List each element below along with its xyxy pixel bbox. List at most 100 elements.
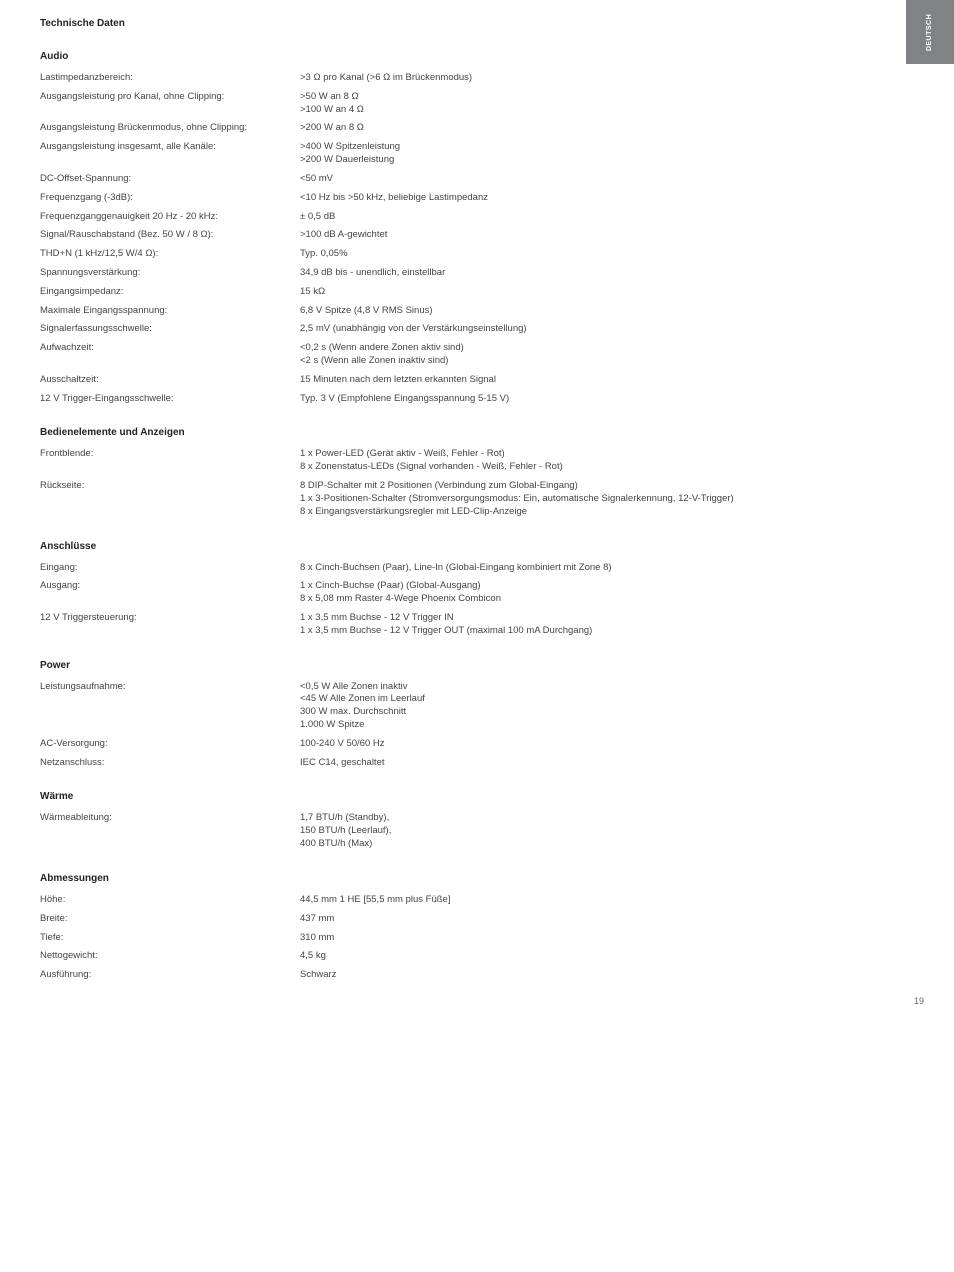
spec-label: Aufwachzeit:: [40, 342, 300, 355]
spec-value-line: 8 x Cinch-Buchsen (Paar), Line-In (Globa…: [300, 562, 914, 575]
spec-row: Signalerfassungsschwelle:2,5 mV (unabhän…: [40, 323, 914, 336]
page-number: 19: [914, 996, 924, 1006]
spec-row: Höhe:44,5 mm 1 HE [55,5 mm plus Füße]: [40, 894, 914, 907]
spec-value-line: 150 BTU/h (Leerlauf),: [300, 825, 914, 838]
spec-value: >50 W an 8 Ω>100 W an 4 Ω: [300, 91, 914, 117]
spec-row: Lastimpedanzbereich:>3 Ω pro Kanal (>6 Ω…: [40, 72, 914, 85]
spec-value: <10 Hz bis >50 kHz, beliebige Lastimpeda…: [300, 192, 914, 205]
spec-value: 1 x Power-LED (Gerät aktiv - Weiß, Fehle…: [300, 448, 914, 474]
spec-row: Ausführung:Schwarz: [40, 969, 914, 982]
spec-value-line: <2 s (Wenn alle Zonen inaktiv sind): [300, 355, 914, 368]
spec-value: 1 x 3,5 mm Buchse - 12 V Trigger IN1 x 3…: [300, 612, 914, 638]
spec-label: Ausgangsleistung pro Kanal, ohne Clippin…: [40, 91, 300, 104]
spec-value-line: 400 BTU/h (Max): [300, 838, 914, 851]
spec-label: Signalerfassungsschwelle:: [40, 323, 300, 336]
spec-value: IEC C14, geschaltet: [300, 757, 914, 770]
spec-value: 8 DIP-Schalter mit 2 Positionen (Verbind…: [300, 480, 914, 518]
spec-value-line: 15 Minuten nach dem letzten erkannten Si…: [300, 374, 914, 387]
spec-row: 12 V Trigger-Eingangsschwelle:Typ. 3 V (…: [40, 393, 914, 406]
section-heading: Abmessungen: [40, 873, 914, 884]
spec-label: Frequenzganggenauigkeit 20 Hz - 20 kHz:: [40, 211, 300, 224]
spec-value: Schwarz: [300, 969, 914, 982]
spec-row: Leistungsaufnahme:<0,5 W Alle Zonen inak…: [40, 681, 914, 732]
spec-row: Tiefe:310 mm: [40, 932, 914, 945]
spec-value: 1 x Cinch-Buchse (Paar) (Global-Ausgang)…: [300, 580, 914, 606]
spec-value: 1,7 BTU/h (Standby),150 BTU/h (Leerlauf)…: [300, 812, 914, 850]
spec-label: Ausgang:: [40, 580, 300, 593]
spec-value: 8 x Cinch-Buchsen (Paar), Line-In (Globa…: [300, 562, 914, 575]
spec-row: Nettogewicht:4,5 kg: [40, 950, 914, 963]
spec-row: Eingang:8 x Cinch-Buchsen (Paar), Line-I…: [40, 562, 914, 575]
spec-value-line: Schwarz: [300, 969, 914, 982]
spec-row: Frequenzganggenauigkeit 20 Hz - 20 kHz:±…: [40, 211, 914, 224]
spec-value-line: 8 x Zonenstatus-LEDs (Signal vorhanden -…: [300, 461, 914, 474]
spec-value-line: >200 W Dauerleistung: [300, 154, 914, 167]
spec-label: DC-Offset-Spannung:: [40, 173, 300, 186]
spec-value-line: 15 kΩ: [300, 286, 914, 299]
spec-label: Tiefe:: [40, 932, 300, 945]
spec-value-line: 8 x 5,08 mm Raster 4-Wege Phoenix Combic…: [300, 593, 914, 606]
spec-row: Maximale Eingangsspannung:6,8 V Spitze (…: [40, 305, 914, 318]
spec-value-line: 1 x Cinch-Buchse (Paar) (Global-Ausgang): [300, 580, 914, 593]
spec-value-line: >100 dB A-gewichtet: [300, 229, 914, 242]
spec-value-line: Typ. 3 V (Empfohlene Eingangsspannung 5-…: [300, 393, 914, 406]
spec-value-line: 310 mm: [300, 932, 914, 945]
spec-label: Breite:: [40, 913, 300, 926]
spec-row: Aufwachzeit:<0,2 s (Wenn andere Zonen ak…: [40, 342, 914, 368]
spec-value-line: IEC C14, geschaltet: [300, 757, 914, 770]
spec-value-line: >100 W an 4 Ω: [300, 104, 914, 117]
spec-value: >200 W an 8 Ω: [300, 122, 914, 135]
spec-value-line: <0,2 s (Wenn andere Zonen aktiv sind): [300, 342, 914, 355]
spec-value-line: 437 mm: [300, 913, 914, 926]
spec-value-line: >400 W Spitzenleistung: [300, 141, 914, 154]
spec-label: AC-Versorgung:: [40, 738, 300, 751]
page-title: Technische Daten: [40, 18, 914, 29]
spec-value: Typ. 0,05%: [300, 248, 914, 261]
spec-value-line: 6,8 V Spitze (4,8 V RMS Sinus): [300, 305, 914, 318]
spec-label: Netzanschluss:: [40, 757, 300, 770]
spec-value-line: Typ. 0,05%: [300, 248, 914, 261]
spec-label: Leistungsaufnahme:: [40, 681, 300, 694]
spec-label: Ausschaltzeit:: [40, 374, 300, 387]
spec-label: Maximale Eingangsspannung:: [40, 305, 300, 318]
spec-row: Netzanschluss:IEC C14, geschaltet: [40, 757, 914, 770]
section-heading: Wärme: [40, 791, 914, 802]
spec-label: 12 V Trigger-Eingangsschwelle:: [40, 393, 300, 406]
spec-value-line: >3 Ω pro Kanal (>6 Ω im Brückenmodus): [300, 72, 914, 85]
spec-label: Eingang:: [40, 562, 300, 575]
spec-label: Wärmeableitung:: [40, 812, 300, 825]
spec-row: Frontblende:1 x Power-LED (Gerät aktiv -…: [40, 448, 914, 474]
spec-value: ± 0,5 dB: [300, 211, 914, 224]
spec-value-line: >50 W an 8 Ω: [300, 91, 914, 104]
spec-value-line: 1 x Power-LED (Gerät aktiv - Weiß, Fehle…: [300, 448, 914, 461]
section-heading: Power: [40, 660, 914, 671]
spec-row: Frequenzgang (-3dB):<10 Hz bis >50 kHz, …: [40, 192, 914, 205]
spec-value-line: 4,5 kg: [300, 950, 914, 963]
spec-value-line: 1 x 3,5 mm Buchse - 12 V Trigger IN: [300, 612, 914, 625]
spec-label: Höhe:: [40, 894, 300, 907]
spec-value-line: 44,5 mm 1 HE [55,5 mm plus Füße]: [300, 894, 914, 907]
spec-row: Ausschaltzeit:15 Minuten nach dem letzte…: [40, 374, 914, 387]
spec-value-line: 1.000 W Spitze: [300, 719, 914, 732]
section-heading: Audio: [40, 51, 914, 62]
spec-row: Ausgangsleistung pro Kanal, ohne Clippin…: [40, 91, 914, 117]
spec-value-line: 1 x 3-Positionen-Schalter (Stromversorgu…: [300, 493, 914, 506]
spec-row: DC-Offset-Spannung:<50 mV: [40, 173, 914, 186]
spec-row: Breite:437 mm: [40, 913, 914, 926]
spec-label: Frontblende:: [40, 448, 300, 461]
spec-label: Eingangsimpedanz:: [40, 286, 300, 299]
spec-value: >3 Ω pro Kanal (>6 Ω im Brückenmodus): [300, 72, 914, 85]
spec-value-line: 2,5 mV (unabhängig von der Verstärkungse…: [300, 323, 914, 336]
spec-value: 34,9 dB bis - unendlich, einstellbar: [300, 267, 914, 280]
spec-value: >400 W Spitzenleistung>200 W Dauerleistu…: [300, 141, 914, 167]
spec-label: Nettogewicht:: [40, 950, 300, 963]
spec-label: Ausgangsleistung Brückenmodus, ohne Clip…: [40, 122, 300, 135]
spec-value-line: 1,7 BTU/h (Standby),: [300, 812, 914, 825]
spec-label: 12 V Triggersteuerung:: [40, 612, 300, 625]
spec-value: <50 mV: [300, 173, 914, 186]
spec-row: Ausgangsleistung Brückenmodus, ohne Clip…: [40, 122, 914, 135]
spec-value: 100-240 V 50/60 Hz: [300, 738, 914, 751]
spec-value-line: <50 mV: [300, 173, 914, 186]
spec-label: Ausgangsleistung insgesamt, alle Kanäle:: [40, 141, 300, 154]
spec-value: 4,5 kg: [300, 950, 914, 963]
